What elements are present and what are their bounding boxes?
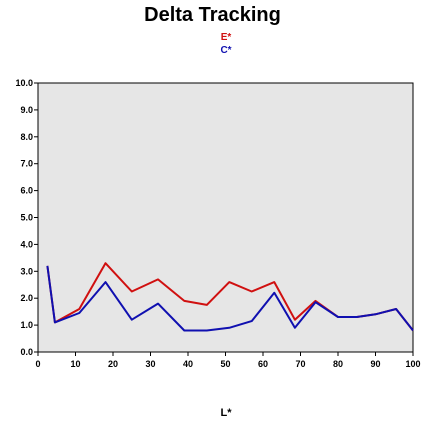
plot-background (37, 82, 414, 353)
y-tick-label: 1.0 (20, 320, 33, 330)
x-tick-label: 0 (35, 359, 40, 369)
y-tick-label: 2.0 (20, 293, 33, 303)
x-tick-label: 60 (258, 359, 268, 369)
y-tick-label: 4.0 (20, 239, 33, 249)
legend-entry-c: C* (220, 45, 232, 56)
x-tick-label: 30 (145, 359, 155, 369)
series-line-c (46, 265, 414, 332)
x-tick-label: 50 (220, 359, 230, 369)
x-tick-label: 10 (70, 359, 80, 369)
y-tick-label: 6.0 (20, 186, 33, 196)
y-tick-label: 0.0 (20, 347, 33, 357)
x-tick-label: 100 (405, 359, 420, 369)
x-axis-label: L* (220, 407, 232, 419)
y-tick-label: 7.0 (20, 159, 33, 169)
x-tick-label: 80 (333, 359, 343, 369)
y-tick-label: 3.0 (20, 266, 33, 276)
x-tick-label: 90 (370, 359, 380, 369)
y-tick-label: 8.0 (20, 132, 33, 142)
legend-entry-e: E* (220, 32, 232, 43)
x-tick-label: 40 (183, 359, 193, 369)
x-tick-label: 70 (295, 359, 305, 369)
y-tick-label: 10.0 (15, 78, 33, 88)
x-tick-label: 20 (108, 359, 118, 369)
chart-title: Delta Tracking (144, 4, 281, 26)
y-tick-label: 5.0 (20, 213, 33, 223)
y-tick-label: 9.0 (20, 105, 33, 115)
